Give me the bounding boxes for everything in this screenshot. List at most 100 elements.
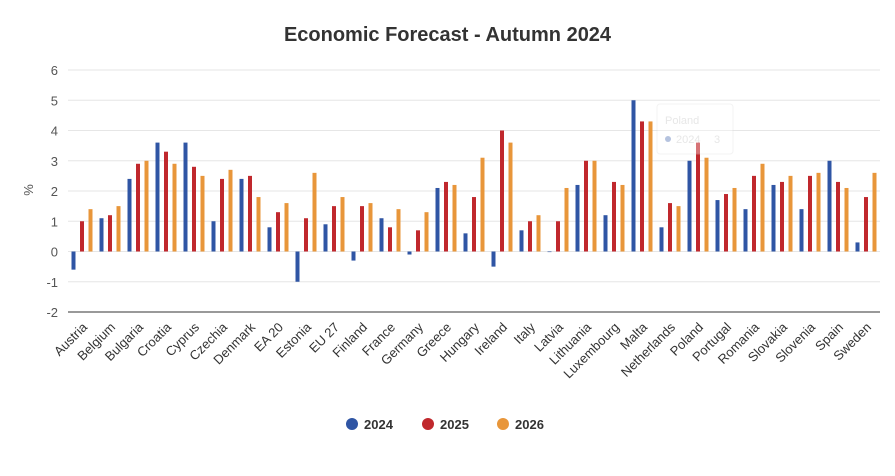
bar-2025-germany[interactable]: [416, 230, 420, 252]
bar-2024-czechia[interactable]: [211, 221, 216, 252]
bar-2025-italy[interactable]: [528, 221, 532, 252]
legend-item-2026[interactable]: 2026: [497, 417, 544, 432]
bar-2025-romania[interactable]: [752, 175, 756, 252]
bar-2025-estonia[interactable]: [304, 218, 308, 252]
bar-2026-portugal[interactable]: [732, 187, 737, 252]
bar-2026-croatia[interactable]: [172, 163, 177, 252]
y-tick-label: 0: [51, 245, 58, 260]
bar-2024-cyprus[interactable]: [183, 142, 188, 252]
bar-2025-austria[interactable]: [80, 221, 84, 252]
bar-2024-finland[interactable]: [351, 251, 356, 261]
bar-2024-italy[interactable]: [519, 230, 524, 252]
bar-2024-netherlands[interactable]: [659, 227, 664, 252]
bar-2026-slovenia[interactable]: [816, 172, 821, 252]
bar-2026-lithuania[interactable]: [592, 160, 597, 252]
bar-2024-latvia[interactable]: [547, 251, 552, 253]
legend-marker: [346, 418, 358, 430]
bar-2024-ea-20[interactable]: [267, 227, 272, 252]
bar-2024-poland[interactable]: [687, 160, 692, 252]
bar-2025-bulgaria[interactable]: [136, 163, 140, 252]
bar-2026-poland[interactable]: [704, 157, 709, 252]
bar-2025-croatia[interactable]: [164, 151, 168, 252]
bar-2026-france[interactable]: [396, 209, 401, 252]
bar-2025-ea-20[interactable]: [276, 212, 280, 252]
bar-2025-poland[interactable]: [696, 142, 700, 252]
bar-2024-luxembourg[interactable]: [603, 215, 608, 252]
bar-2024-eu-27[interactable]: [323, 224, 328, 252]
bar-2025-malta[interactable]: [640, 121, 644, 252]
bar-2026-belgium[interactable]: [116, 206, 121, 252]
bar-2025-france[interactable]: [388, 227, 392, 252]
bar-2024-malta[interactable]: [631, 100, 636, 252]
bar-2025-slovenia[interactable]: [808, 175, 812, 252]
bar-2026-denmark[interactable]: [256, 197, 261, 252]
legend-label: 2024: [364, 417, 394, 432]
bar-2024-spain[interactable]: [827, 160, 832, 252]
bar-2026-spain[interactable]: [844, 187, 849, 252]
bar-2024-romania[interactable]: [743, 209, 748, 252]
bar-2025-denmark[interactable]: [248, 175, 252, 252]
legend-item-2025[interactable]: 2025: [422, 417, 469, 432]
bar-2026-luxembourg[interactable]: [620, 184, 625, 252]
bar-2025-eu-27[interactable]: [332, 206, 336, 252]
bar-2026-greece[interactable]: [452, 184, 457, 252]
bar-2026-hungary[interactable]: [480, 157, 485, 252]
bar-2026-ireland[interactable]: [508, 142, 513, 252]
bar-2025-hungary[interactable]: [472, 197, 476, 252]
bar-2024-sweden[interactable]: [855, 242, 860, 252]
bar-2024-portugal[interactable]: [715, 200, 720, 252]
bar-2026-austria[interactable]: [88, 209, 93, 252]
bar-2024-denmark[interactable]: [239, 178, 244, 252]
bar-2026-estonia[interactable]: [312, 172, 317, 252]
bar-2024-belgium[interactable]: [99, 218, 104, 252]
bar-2024-germany[interactable]: [407, 251, 412, 255]
bar-2025-ireland[interactable]: [500, 130, 504, 252]
bar-2026-slovakia[interactable]: [788, 175, 793, 252]
bar-2024-slovenia[interactable]: [799, 209, 804, 252]
bar-2026-romania[interactable]: [760, 163, 765, 252]
bar-2026-ea-20[interactable]: [284, 203, 289, 252]
bar-2025-netherlands[interactable]: [668, 203, 672, 252]
y-tick-label: -2: [46, 305, 58, 320]
bar-2024-bulgaria[interactable]: [127, 178, 132, 252]
bar-2025-cyprus[interactable]: [192, 166, 196, 252]
bar-2024-slovakia[interactable]: [771, 184, 776, 252]
bar-2024-austria[interactable]: [71, 251, 76, 270]
bar-2026-latvia[interactable]: [564, 187, 569, 252]
bar-2026-germany[interactable]: [424, 212, 429, 252]
bar-2025-luxembourg[interactable]: [612, 181, 616, 252]
y-tick-label: 1: [51, 214, 58, 229]
bar-2026-malta[interactable]: [648, 121, 653, 252]
bar-2026-sweden[interactable]: [872, 172, 877, 252]
bar-2024-ireland[interactable]: [491, 251, 496, 267]
bar-2025-portugal[interactable]: [724, 194, 728, 252]
bar-2026-cyprus[interactable]: [200, 175, 205, 252]
bar-2024-hungary[interactable]: [463, 233, 468, 252]
bar-2026-czechia[interactable]: [228, 169, 233, 252]
bar-2026-italy[interactable]: [536, 215, 541, 252]
bar-2025-finland[interactable]: [360, 206, 364, 252]
bar-2024-france[interactable]: [379, 218, 384, 252]
bar-2026-netherlands[interactable]: [676, 206, 681, 252]
bar-2025-latvia[interactable]: [556, 221, 560, 252]
bar-2024-estonia[interactable]: [295, 251, 300, 282]
bar-2025-slovakia[interactable]: [780, 181, 784, 252]
bar-2025-spain[interactable]: [836, 181, 840, 252]
bar-2025-lithuania[interactable]: [584, 160, 588, 252]
bar-2025-czechia[interactable]: [220, 178, 224, 252]
x-axis: AustriaBelgiumBulgariaCroatiaCyprusCzech…: [51, 319, 874, 381]
bar-2026-eu-27[interactable]: [340, 197, 345, 252]
bar-2025-belgium[interactable]: [108, 215, 112, 252]
bar-2026-finland[interactable]: [368, 203, 373, 252]
legend-item-2024[interactable]: 2024: [346, 417, 394, 432]
bar-2024-lithuania[interactable]: [575, 184, 580, 252]
bar-2025-greece[interactable]: [444, 181, 448, 252]
bar-2025-sweden[interactable]: [864, 197, 868, 252]
bar-2024-croatia[interactable]: [155, 142, 160, 252]
bar-2026-bulgaria[interactable]: [144, 160, 149, 252]
tooltip-marker: [665, 136, 671, 142]
bar-2024-greece[interactable]: [435, 187, 440, 252]
tooltip: Poland 2024 3: [656, 103, 734, 155]
y-tick-label: 2: [51, 184, 58, 199]
